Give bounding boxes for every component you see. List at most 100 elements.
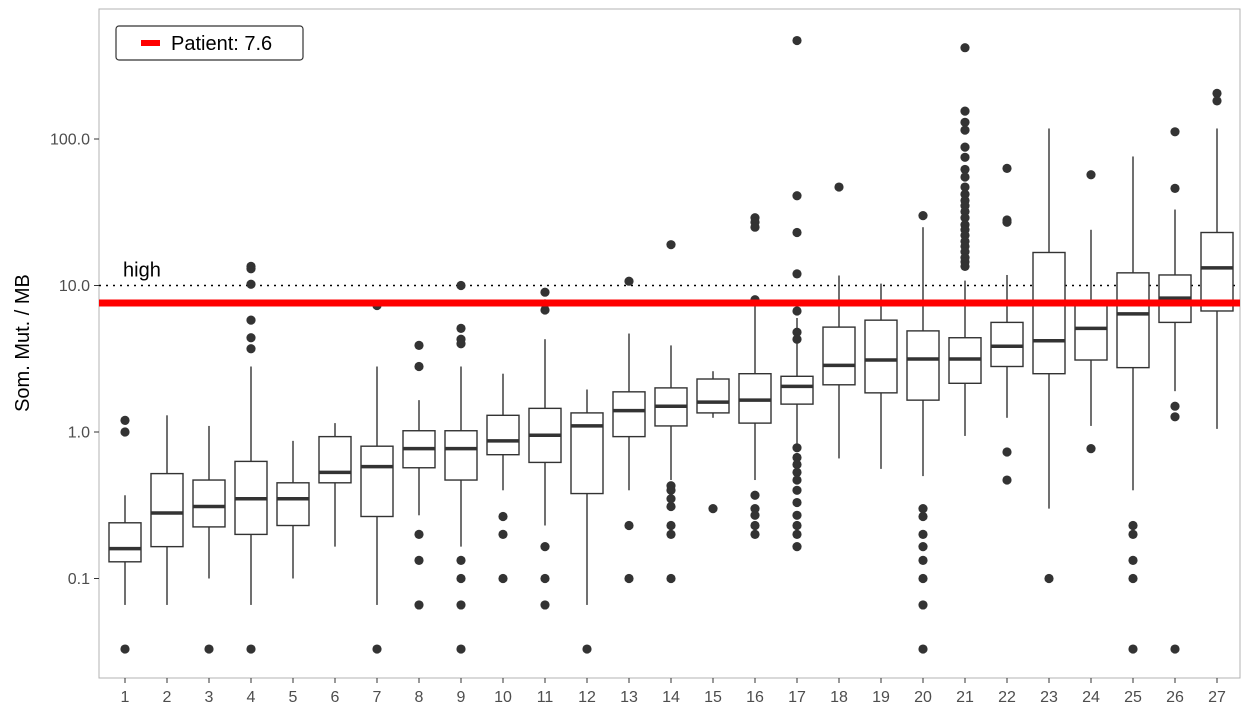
box-26 [1158, 127, 1192, 654]
outlier-point [792, 510, 802, 520]
outlier-point [246, 333, 256, 343]
box-9 [444, 280, 478, 654]
x-axis: 1 2 3 4 5 6 7 8 9 10 11 12 13 14 15 16 17 18 19 20 21 22 23 24 2… [121, 678, 1226, 706]
outlier-point [1002, 163, 1012, 173]
outlier-point [456, 644, 466, 654]
x-tick-label: 16 [746, 689, 764, 706]
outlier-point [918, 600, 928, 610]
outlier-point [204, 644, 214, 654]
outlier-point [792, 497, 802, 508]
box-23 [1032, 128, 1066, 584]
x-tick-label: 10 [494, 689, 512, 706]
outlier-point [918, 211, 928, 221]
box-iqr [696, 378, 730, 414]
outlier-point [246, 315, 256, 325]
outlier-point [624, 573, 634, 584]
box-3 [192, 425, 226, 654]
x-tick-label: 11 [537, 689, 554, 706]
box-iqr [906, 330, 940, 401]
box-2 [150, 415, 184, 605]
outlier-point [1128, 573, 1138, 584]
outlier-point [918, 555, 928, 565]
outlier-point [246, 279, 256, 289]
outlier-point [666, 573, 676, 584]
reference-line-label: high [123, 260, 161, 282]
outlier-point [750, 529, 760, 539]
outlier-point [246, 644, 256, 654]
y-axis: 0.1 1.0 10.0 100.0 [50, 132, 99, 588]
outlier-point [1212, 96, 1222, 106]
outlier-point [1170, 127, 1180, 137]
outlier-point [918, 644, 928, 654]
x-tick-label: 19 [872, 689, 890, 706]
box-iqr [822, 326, 856, 386]
outlier-point [918, 542, 928, 552]
x-tick-label: 15 [704, 689, 722, 706]
box-iqr [486, 414, 520, 456]
outlier-point [792, 327, 802, 337]
outlier-point [120, 644, 130, 654]
legend: Patient: 7.6 [115, 25, 304, 61]
outlier-point [750, 510, 760, 520]
outlier-point [666, 529, 676, 539]
box-6 [318, 423, 352, 547]
outlier-point [960, 172, 970, 182]
outlier-point [960, 189, 970, 199]
box-15 [696, 371, 730, 514]
outlier-point [792, 475, 802, 485]
outlier-point [1002, 447, 1012, 457]
outlier-point [456, 573, 466, 584]
outlier-point [1170, 183, 1180, 194]
outlier-point [792, 191, 802, 201]
outlier-point [918, 511, 928, 522]
box-iqr [612, 391, 646, 438]
outlier-point [666, 485, 676, 495]
outlier-point [1128, 644, 1138, 654]
box-19 [864, 283, 898, 469]
y-tick-label: 10.0 [59, 278, 90, 295]
outlier-point [834, 182, 844, 192]
outlier-point [750, 222, 760, 232]
outlier-point [1086, 170, 1096, 180]
box-iqr [276, 482, 310, 527]
outlier-point [666, 240, 676, 250]
x-tick-label: 6 [331, 689, 340, 706]
x-tick-label: 3 [205, 689, 214, 706]
outlier-point [792, 443, 802, 453]
outlier-point [750, 520, 760, 531]
box-10 [486, 373, 520, 584]
outlier-point [960, 152, 970, 162]
legend-label-patient: Patient: 7.6 [171, 33, 272, 55]
outlier-point [960, 125, 970, 135]
y-axis-title: Som. Mut. / MB [12, 274, 34, 412]
outlier-point [456, 555, 466, 565]
box-iqr [1074, 304, 1108, 361]
box-22 [990, 163, 1024, 485]
x-tick-label: 23 [1040, 689, 1058, 706]
outlier-point [540, 542, 550, 552]
outlier-point [456, 600, 466, 610]
x-tick-label: 20 [914, 689, 932, 706]
outlier-point [414, 555, 424, 565]
outlier-point [456, 339, 466, 349]
outlier-point [960, 142, 970, 152]
outlier-point [918, 529, 928, 539]
outlier-point [792, 529, 802, 539]
outlier-point [582, 644, 592, 654]
box-20 [906, 211, 940, 654]
outlier-point [372, 644, 382, 654]
outlier-point [792, 227, 802, 238]
x-tick-label: 22 [998, 689, 1016, 706]
outlier-point [960, 106, 970, 116]
y-tick-label: 100.0 [50, 132, 90, 149]
outlier-point [498, 511, 508, 522]
outlier-point [792, 542, 802, 552]
outlier-point [960, 164, 970, 175]
outlier-point [750, 490, 760, 500]
box-5 [276, 440, 310, 579]
outlier-point [666, 520, 676, 531]
box-16 [738, 213, 772, 539]
x-tick-label: 12 [578, 689, 596, 706]
box-8 [402, 340, 436, 610]
